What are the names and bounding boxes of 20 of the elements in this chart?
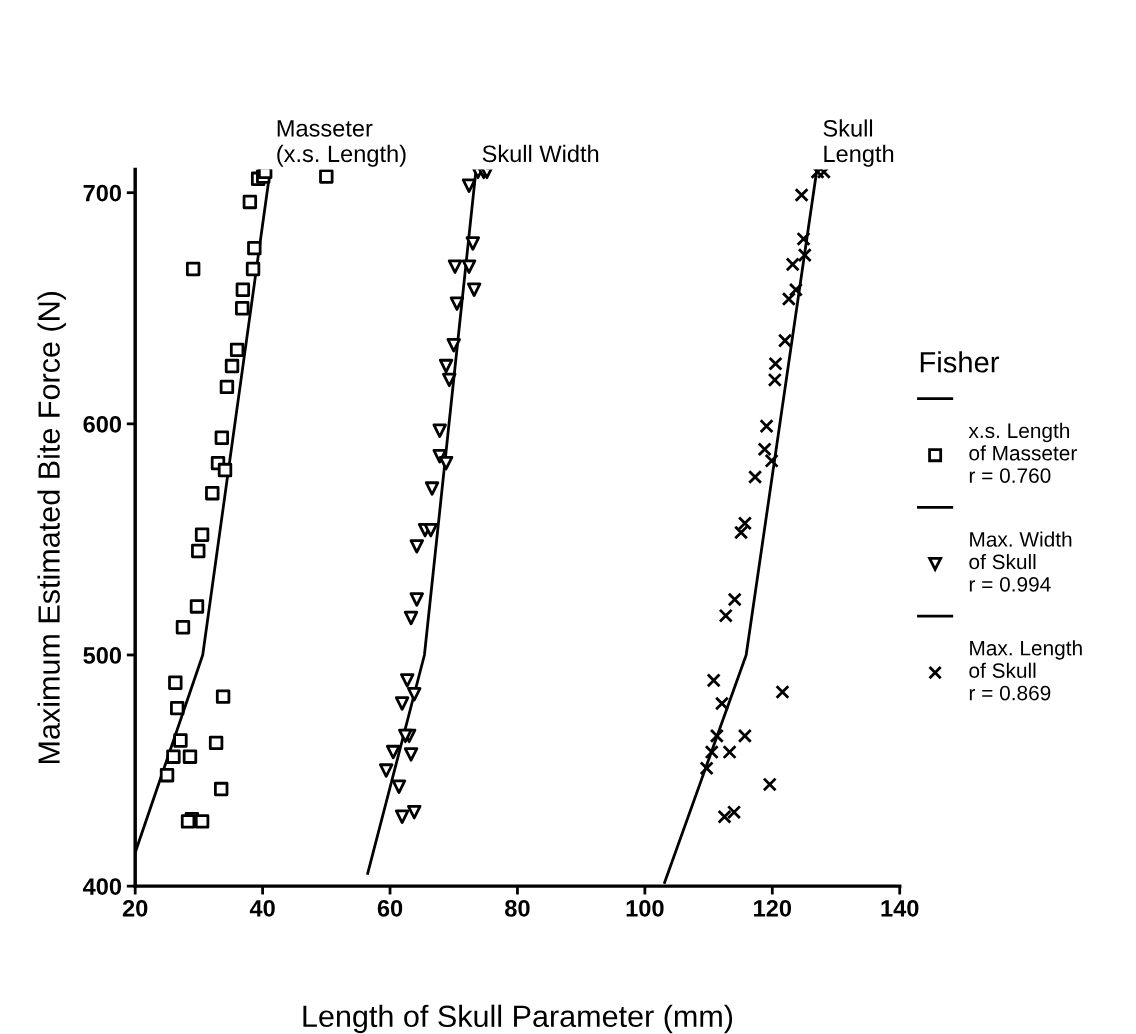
y-tick-label: 600 — [83, 415, 122, 433]
text: Skull Length — [823, 119, 894, 167]
x-tick-label: 80 — [505, 899, 530, 917]
legend-label: x.s. Length of Masseter r = 0.760 — [968, 422, 1077, 483]
legend-title: Fisher — [920, 351, 1000, 373]
legend-label: Max. Width of Skull r = 0.994 — [969, 531, 1072, 592]
x-tick-label: 100 — [626, 899, 664, 917]
text: Skull Width — [482, 144, 599, 163]
x-tick-label: 60 — [377, 899, 403, 917]
y-tick-label: 400 — [82, 878, 122, 895]
x-tick-label: 20 — [122, 899, 148, 917]
text: Masseter (x.s. Length) — [277, 120, 406, 167]
x-tick-label: 140 — [881, 899, 919, 917]
y-tick-label: 700 — [83, 184, 122, 202]
x-tick-label: 120 — [754, 899, 792, 917]
legend-label: Max. Length of Skull r = 0.869 — [969, 640, 1082, 701]
y-axis-title: Maximum Estimated Bite Force (N) — [37, 292, 66, 764]
x-axis-title: Length of Skull Parameter (mm) — [303, 1004, 733, 1034]
y-tick-label: 500 — [83, 647, 122, 664]
x-tick-label: 40 — [249, 899, 275, 917]
